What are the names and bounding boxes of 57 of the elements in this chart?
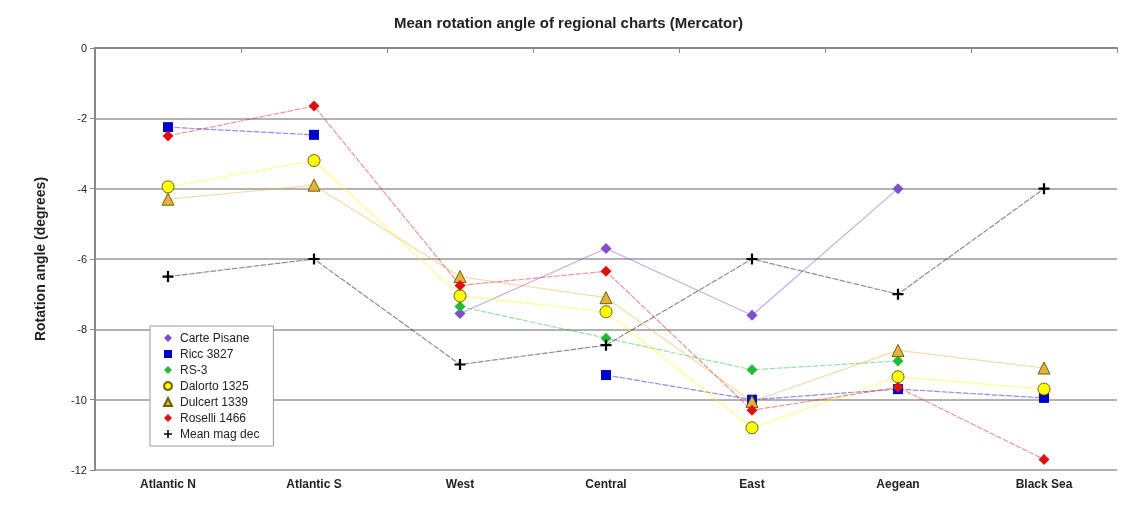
point <box>746 253 758 265</box>
point <box>308 253 320 265</box>
y-tick-label: -10 <box>71 393 87 406</box>
point <box>161 192 175 206</box>
point <box>892 355 904 367</box>
point <box>600 265 612 277</box>
point <box>308 100 320 112</box>
y-tick-label: -12 <box>71 464 87 476</box>
x-tick-label: Atlantic S <box>286 477 342 491</box>
legend-label: Dulcert 1339 <box>180 395 249 409</box>
point <box>891 343 905 357</box>
point <box>162 271 174 283</box>
point <box>891 370 905 384</box>
legend-label: Carte Pisane <box>180 331 250 345</box>
point <box>453 289 467 303</box>
legend-label: Ricc 3827 <box>180 347 234 361</box>
point <box>454 279 466 291</box>
point <box>599 291 613 305</box>
point <box>162 130 174 142</box>
legend-label: Dalorto 1325 <box>180 379 250 393</box>
point <box>746 404 758 416</box>
point <box>307 178 321 192</box>
x-tick-label: Aegean <box>876 477 920 491</box>
x-tick-label: Black Sea <box>1015 477 1073 491</box>
point <box>892 288 904 300</box>
y-tick-label: -8 <box>77 323 87 336</box>
y-tick-label: -2 <box>77 112 87 125</box>
point <box>1038 453 1050 465</box>
point <box>454 300 466 312</box>
point <box>161 180 175 194</box>
point <box>1038 183 1050 195</box>
point <box>600 242 612 254</box>
y-tick-label: -4 <box>77 182 87 195</box>
x-tick-label: East <box>739 477 765 491</box>
point <box>746 364 758 376</box>
y-tick-label: -6 <box>77 253 87 265</box>
y-tick-label: 0 <box>80 42 87 54</box>
legend-label: Roselli 1466 <box>180 411 247 425</box>
point <box>1037 382 1051 396</box>
point <box>309 129 319 140</box>
point <box>163 122 173 133</box>
legend-label: Mean mag dec <box>180 427 260 441</box>
y-axis-title: Rotation angle (degrees) <box>32 176 48 342</box>
legend-label: RS-3 <box>180 363 208 377</box>
x-tick-label: West <box>445 477 475 491</box>
point <box>600 339 612 351</box>
point <box>601 370 611 381</box>
point <box>307 154 321 168</box>
x-tick-label: Atlantic N <box>139 477 197 491</box>
point <box>1037 361 1051 375</box>
point <box>745 421 759 435</box>
point <box>892 183 904 195</box>
point <box>454 359 466 370</box>
x-tick-label: Central <box>585 477 627 491</box>
point <box>599 305 613 319</box>
point <box>746 309 758 321</box>
chart-title: Mean rotation angle of regional charts (Mercator) <box>393 14 744 31</box>
